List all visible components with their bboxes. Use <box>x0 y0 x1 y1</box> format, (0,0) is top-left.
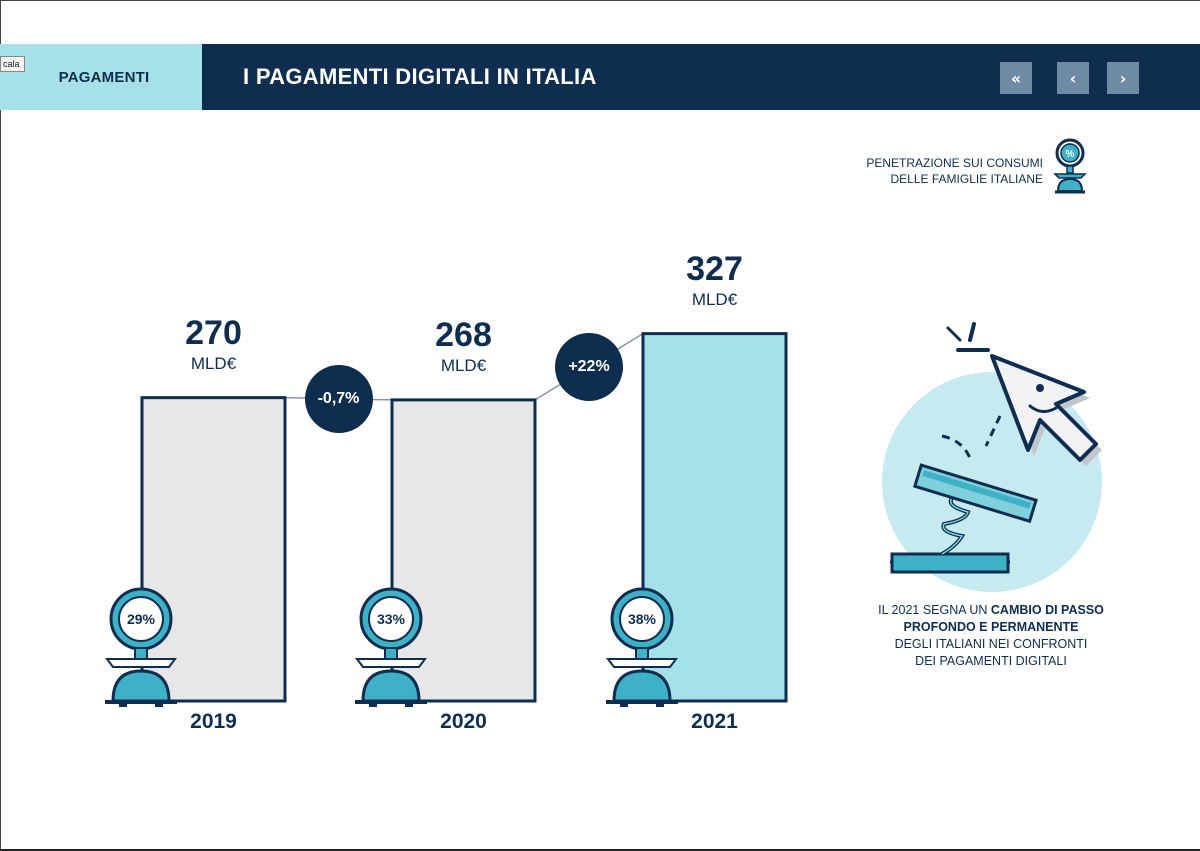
frame-top-border <box>0 0 1200 1</box>
scale-icon <box>105 587 177 707</box>
frame-bottom-border <box>0 849 1200 851</box>
section-label: PAGAMENTI <box>58 68 150 86</box>
caption-pre: IL 2021 SEGNA UN <box>878 603 991 617</box>
change-badge: +22% <box>555 332 623 401</box>
cursor-spring-button-icon <box>882 322 1102 592</box>
first-page-button[interactable]: « <box>1000 62 1032 94</box>
svg-text:%: % <box>1066 149 1075 160</box>
section-tab[interactable]: PAGAMENTI <box>0 44 202 110</box>
caption-bold-1: CAMBIO DI PASSO <box>990 603 1104 617</box>
bar-2021 <box>641 332 788 703</box>
caption-line-3: DEGLI ITALIANI NEI CONFRONTI <box>894 637 1088 651</box>
legend-line-2: DELLE FAMIGLIE ITALIANE <box>890 172 1044 186</box>
caption-line-4: DEI PAGAMENTI DIGITALI <box>915 654 1067 668</box>
scale-icon <box>606 587 678 707</box>
unit-label: MLD€ <box>190 353 237 373</box>
penetration-label: 33% <box>376 611 406 627</box>
legend: PENETRAZIONE SUI CONSUMI DELLE FAMIGLIE … <box>850 155 1043 187</box>
frame-left-border <box>0 0 1 851</box>
year-label: 2020 <box>440 710 487 733</box>
page-title: I PAGAMENTI DIGITALI IN ITALIA <box>243 64 597 89</box>
bar-2020 <box>390 398 537 703</box>
scale-icon <box>355 587 427 707</box>
next-page-button[interactable]: › <box>1107 62 1139 94</box>
unit-label: MLD€ <box>440 355 487 375</box>
previous-page-button[interactable]: ‹ <box>1057 62 1089 94</box>
caption-line-1: IL 2021 SEGNA UN CAMBIO DI PASSO <box>850 602 1132 619</box>
legend-line-1: PENETRAZIONE SUI CONSUMI <box>866 156 1043 170</box>
tooltip: cala <box>0 56 25 72</box>
penetration-label: 29% <box>126 611 156 627</box>
unit-label: MLD€ <box>691 289 738 309</box>
value-label: 327 <box>686 249 743 288</box>
caption: IL 2021 SEGNA UN CAMBIO DI PASSO PROFOND… <box>850 602 1132 670</box>
year-label: 2019 <box>190 710 237 733</box>
caption-line-2: PROFONDO E PERMANENTE <box>850 619 1132 636</box>
bar-2019 <box>140 396 287 703</box>
penetration-label: 38% <box>627 611 657 627</box>
scale-percent-icon: % <box>1053 138 1087 194</box>
value-label: 268 <box>435 315 492 354</box>
value-label: 270 <box>185 313 242 352</box>
year-label: 2021 <box>691 710 738 733</box>
caption-bold-2: PROFONDO E PERMANENTE <box>903 620 1079 634</box>
change-badge: -0,7% <box>304 364 373 433</box>
